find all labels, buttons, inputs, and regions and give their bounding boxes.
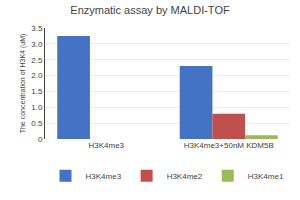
svg-text:3.5: 3.5: [31, 24, 43, 33]
svg-text:The concentration of H3K4 (uM): The concentration of H3K4 (uM): [19, 34, 27, 134]
svg-text:0.5: 0.5: [31, 119, 43, 128]
svg-text:H3K4me3: H3K4me3: [86, 172, 122, 181]
svg-text:H3K4me2: H3K4me2: [167, 172, 203, 181]
svg-text:2.0: 2.0: [31, 71, 43, 80]
svg-text:H3K4me3+50nM KDM5B: H3K4me3+50nM KDM5B: [184, 141, 274, 150]
svg-text:H3K4me1: H3K4me1: [248, 172, 284, 181]
svg-text:1.5: 1.5: [31, 87, 43, 96]
svg-text:3.0: 3.0: [31, 40, 43, 49]
svg-text:Enzymatic assay by MALDI-TOF: Enzymatic assay by MALDI-TOF: [70, 4, 230, 16]
svg-text:0: 0: [38, 135, 43, 144]
svg-text:1.0: 1.0: [31, 103, 43, 112]
svg-text:H3K4me3: H3K4me3: [88, 141, 124, 150]
svg-text:2.5: 2.5: [31, 56, 43, 65]
